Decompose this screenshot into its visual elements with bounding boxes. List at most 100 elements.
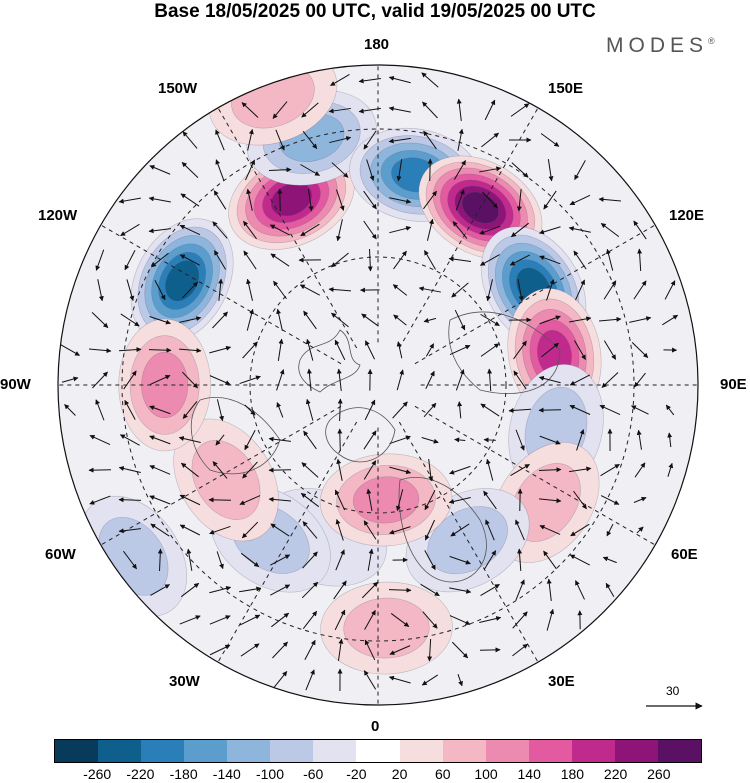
wind-vector xyxy=(241,521,259,539)
wind-vector xyxy=(480,583,500,597)
wind-vector xyxy=(334,339,346,361)
wind-vector xyxy=(150,584,170,596)
wind-vector xyxy=(180,462,199,478)
wind-vector xyxy=(392,284,408,296)
wind-vector xyxy=(485,519,495,541)
wind-vector xyxy=(515,579,525,601)
colorbar-tick-label: 260 xyxy=(647,766,671,782)
wind-vector xyxy=(328,286,352,292)
wind-vector xyxy=(479,647,501,653)
wind-vector xyxy=(301,462,319,478)
wind-vector xyxy=(95,249,105,271)
wind-vector xyxy=(179,494,201,506)
wind-vector xyxy=(479,225,501,235)
colorbar-tick-label: 220 xyxy=(603,766,628,782)
wind-vector xyxy=(631,405,649,415)
wind-vector xyxy=(392,401,408,419)
wind-vector xyxy=(181,371,199,389)
wind-vector xyxy=(424,250,436,270)
wind-vector xyxy=(515,429,525,451)
wind-vector xyxy=(180,193,200,207)
lon-label-180: 180 xyxy=(364,36,390,53)
wind-vector xyxy=(91,312,109,328)
wind-vector xyxy=(213,190,227,210)
wind-vector xyxy=(213,250,227,270)
negative-anomaly-contour xyxy=(165,260,200,302)
wind-vector xyxy=(423,317,437,323)
wind-vector xyxy=(569,466,592,473)
wind-vector xyxy=(358,107,381,114)
wind-vector xyxy=(271,612,290,628)
wind-vector xyxy=(302,131,318,150)
wind-vector xyxy=(423,402,437,418)
wind-vector xyxy=(215,129,225,151)
wind-vector xyxy=(272,671,288,689)
colorbar-cell xyxy=(485,740,529,762)
wind-vector xyxy=(337,398,343,422)
wind-vector xyxy=(664,280,676,300)
wind-vector xyxy=(180,582,200,598)
wind-vector xyxy=(64,404,76,416)
wind-vector xyxy=(454,437,466,443)
wind-vector xyxy=(634,462,646,478)
wind-vector xyxy=(538,467,562,473)
wind-vector xyxy=(336,368,342,391)
colorbar-cell xyxy=(356,740,400,762)
wind-vector xyxy=(118,466,141,473)
wind-vector xyxy=(275,129,285,151)
wind-vector xyxy=(92,371,108,389)
wind-vector xyxy=(245,159,255,181)
wind-vector xyxy=(515,519,525,541)
wind-vector xyxy=(179,224,201,236)
wind-vector xyxy=(181,162,199,178)
wind-vector xyxy=(303,310,317,330)
wind-vector xyxy=(421,437,439,444)
wind-vector xyxy=(268,436,291,442)
wind-vector xyxy=(539,525,561,535)
wind-vector xyxy=(335,549,345,571)
wind-vector xyxy=(335,189,345,211)
north-america-coast xyxy=(190,397,281,474)
wind-vector xyxy=(272,101,288,119)
wind-vector xyxy=(89,348,112,354)
colorbar-cell xyxy=(442,740,486,762)
wind-vector xyxy=(363,190,377,210)
latitude-circle xyxy=(249,256,507,514)
wind-vector xyxy=(331,252,349,268)
wind-vector xyxy=(118,497,142,503)
wind-vector xyxy=(665,404,675,416)
colorbar-cell xyxy=(528,740,572,762)
wind-vector xyxy=(366,488,373,511)
wind-vector xyxy=(270,584,291,596)
wind-vector xyxy=(118,528,141,534)
wind-vector xyxy=(598,196,621,202)
wind-vector xyxy=(479,254,500,266)
wind-vector xyxy=(568,226,591,233)
wind-vector xyxy=(148,347,172,353)
colorbar-cell xyxy=(313,740,357,762)
wind-vector xyxy=(242,341,258,359)
wind-vector xyxy=(363,430,377,450)
wind-vector xyxy=(574,160,586,181)
wind-vector xyxy=(149,465,171,475)
wind-vector xyxy=(423,130,437,150)
wind-vector xyxy=(333,580,347,600)
colorbar-cell xyxy=(571,740,615,762)
wind-vector xyxy=(633,220,647,240)
colorbar-cell xyxy=(98,740,142,762)
wind-vector xyxy=(480,343,500,357)
wind-vector xyxy=(216,551,224,570)
wind-vector xyxy=(388,675,411,684)
wind-vector xyxy=(539,255,561,265)
wind-vector xyxy=(302,610,318,630)
brand-name: MODES xyxy=(606,34,709,57)
wind-vector xyxy=(540,133,560,147)
wind-vector xyxy=(179,254,200,266)
wind-vector xyxy=(149,165,171,175)
meridian-line xyxy=(100,405,342,546)
meridian-line xyxy=(398,107,539,349)
wind-vector xyxy=(667,462,674,477)
latitude-circle xyxy=(121,128,635,642)
wind-vector xyxy=(601,372,619,388)
